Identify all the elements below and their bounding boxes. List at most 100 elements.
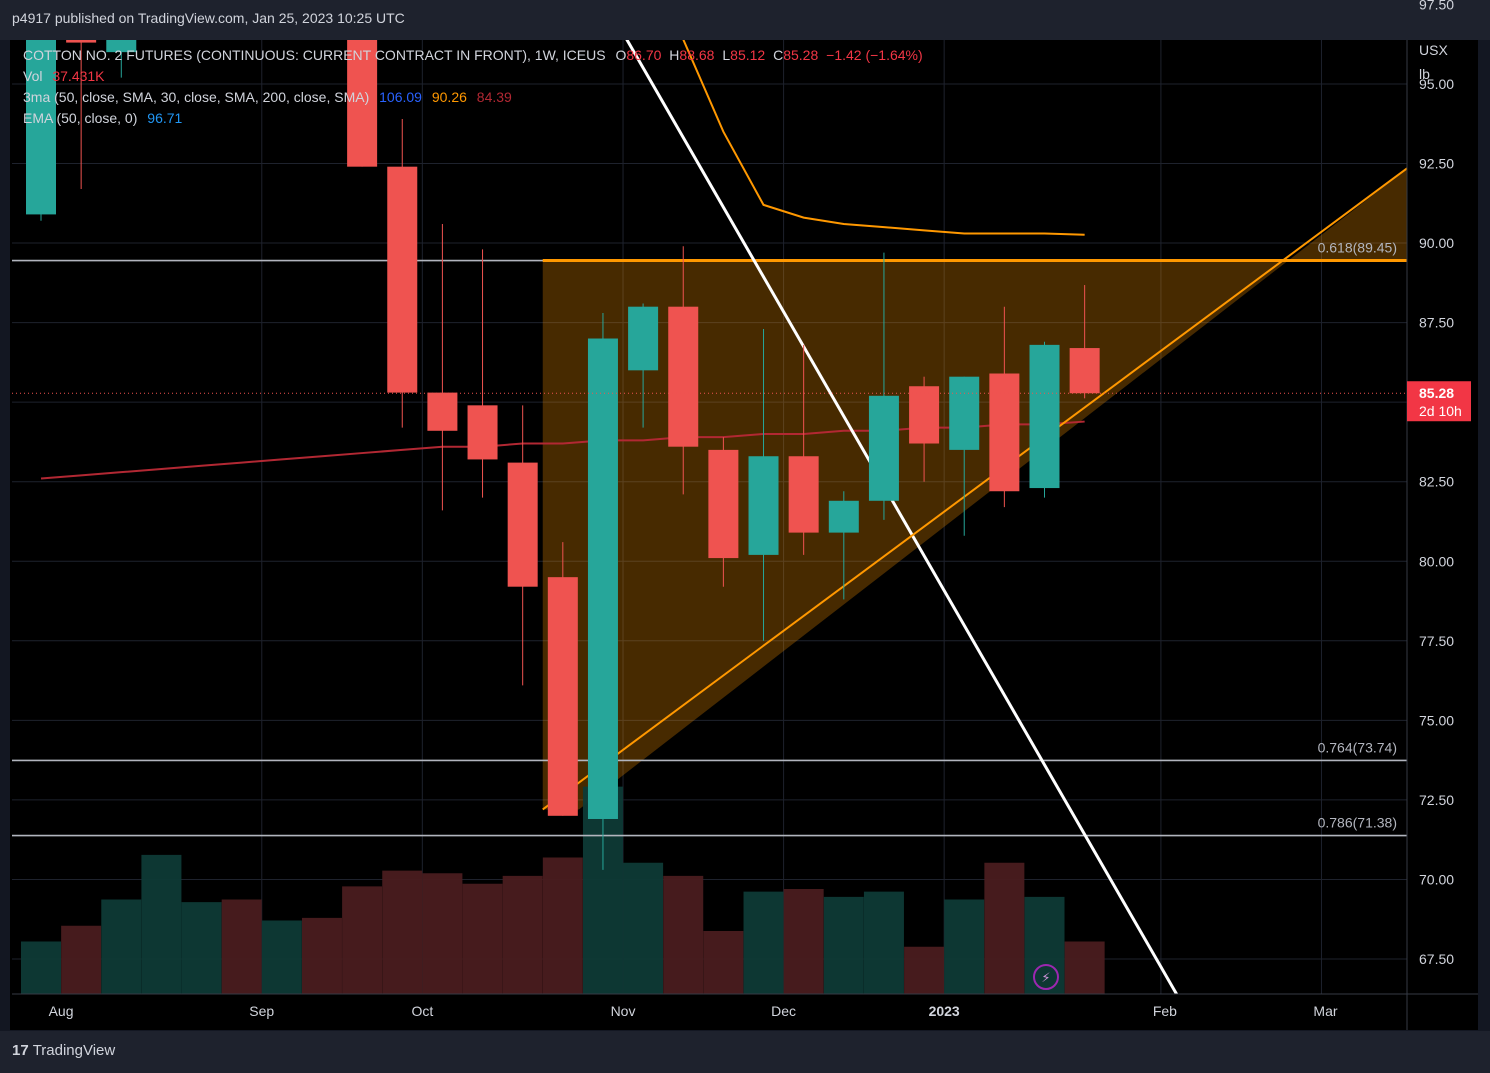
tradingview-brand: TradingView: [32, 1042, 116, 1059]
candle-body: [547, 577, 578, 816]
tradingview-logo[interactable]: 17 TradingView: [12, 1042, 115, 1059]
volume-bar: [1064, 941, 1105, 994]
time-tick-label: Feb: [1153, 1003, 1177, 1019]
legend-ema-row: EMA (50, close, 0) 96.71: [23, 108, 923, 129]
candle-body: [708, 449, 739, 559]
lightning-icon-glyph: ⚡: [1041, 970, 1050, 985]
time-tick-label: Aug: [49, 1003, 74, 1019]
candle-body: [868, 395, 899, 501]
legend-vol-row: Vol 37.431K: [23, 66, 923, 87]
volume-bar: [623, 862, 664, 994]
volume-bar: [863, 891, 904, 994]
time-tick-label: Nov: [611, 1003, 636, 1019]
last-price-badge: [1407, 381, 1471, 422]
volume-bar: [101, 899, 142, 994]
candle-body: [387, 166, 418, 393]
candle-body: [828, 500, 859, 533]
volume-bar: [502, 875, 543, 994]
price-tick-label: 82.50: [1419, 474, 1454, 490]
series-line: [41, 0, 1085, 30]
fib-level-label: 0.618(89.45): [1318, 240, 1397, 256]
volume-bar: [663, 875, 704, 994]
volume-bar: [743, 891, 784, 994]
volume-bar: [61, 925, 102, 994]
price-tick-label: 92.50: [1419, 156, 1454, 172]
price-tick-label: 90.00: [1419, 235, 1454, 251]
legend-ma50-value: 106.09: [379, 89, 422, 105]
candle-body: [909, 386, 940, 444]
legend-ma200-value: 84.39: [476, 89, 512, 105]
legend-ma-label: 3ma (50, close, SMA, 30, close, SMA, 200…: [23, 89, 370, 105]
price-tick-label: 95.00: [1419, 76, 1454, 92]
candle-body: [668, 306, 699, 447]
legend-open-value: 86.70: [626, 47, 662, 63]
price-tick-label: 97.50: [1419, 0, 1454, 12]
series-line: [682, 40, 1085, 236]
candle-body: [427, 392, 458, 431]
legend-change: −1.42 (−1.64%): [826, 47, 923, 63]
candle-body: [587, 338, 618, 819]
legend-ema-value: 96.71: [147, 110, 183, 126]
legend-symbol: COTTON NO. 2 FUTURES (CONTINUOUS: CURREN…: [23, 47, 606, 63]
candle-body: [788, 456, 819, 533]
volume-bar: [904, 946, 945, 994]
candle-body: [949, 376, 980, 450]
volume-bar: [261, 920, 302, 994]
price-tick-label: 87.50: [1419, 315, 1454, 331]
footer-bar: 17 TradingView: [0, 1031, 1490, 1073]
plot-area: [12, 0, 1407, 994]
candle-body: [748, 456, 779, 555]
price-tick-label: 70.00: [1419, 871, 1454, 887]
legend-ma-row: 3ma (50, close, SMA, 30, close, SMA, 200…: [23, 87, 923, 108]
legend-o-label: O: [615, 47, 627, 63]
volume-bar: [382, 870, 423, 994]
legend-ma30-value: 90.26: [431, 89, 467, 105]
publisher-info: p4917 published on TradingView.com, Jan …: [12, 10, 405, 26]
chart-frame[interactable]: [10, 40, 1478, 1030]
volume-bar: [783, 889, 824, 994]
price-tick-label: 67.50: [1419, 951, 1454, 967]
volume-bar: [141, 854, 182, 994]
time-tick-label: 2023: [929, 1003, 960, 1019]
price-tick-label: 77.50: [1419, 633, 1454, 649]
legend-vol-value: 37.431K: [52, 68, 105, 84]
downtrend-line: [625, 40, 1179, 994]
time-tick-label: Mar: [1313, 1003, 1337, 1019]
legend-close-value: 85.28: [783, 47, 819, 63]
uptrend-line: [542, 167, 1407, 811]
candle-body: [347, 40, 378, 167]
volume-bar: [542, 857, 583, 994]
legend-high-value: 88.68: [679, 47, 715, 63]
volume-bar: [462, 883, 503, 994]
currency-label[interactable]: USX: [1419, 42, 1448, 58]
volume-bar: [181, 902, 222, 994]
legend-low-value: 85.12: [730, 47, 766, 63]
legend-ema-label: EMA (50, close, 0): [23, 110, 138, 126]
candle-body: [989, 373, 1020, 492]
candle-body: [507, 462, 538, 587]
candle-body: [66, 40, 97, 43]
time-tick-label: Oct: [411, 1003, 433, 1019]
candle-body: [1029, 344, 1060, 489]
time-tick-label: Dec: [771, 1003, 796, 1019]
legend-l-label: L: [722, 47, 731, 63]
top-bar: p4917 published on TradingView.com, Jan …: [0, 0, 1490, 40]
legend-ohlc-row: COTTON NO. 2 FUTURES (CONTINUOUS: CURREN…: [23, 45, 923, 66]
candle-body: [26, 40, 56, 215]
unit-label[interactable]: lb: [1419, 66, 1430, 82]
candle-body: [1069, 348, 1100, 394]
volume-bar: [342, 886, 383, 994]
legend-vol-label: Vol: [23, 68, 43, 84]
candle-body: [628, 306, 659, 371]
last-price-label: 85.28: [1419, 385, 1454, 401]
volume-bar: [21, 941, 61, 994]
candle-body: [467, 405, 498, 460]
candlestick-chart[interactable]: 0.382(114.85)0.5(102.15)0.618(89.45)0.76…: [0, 0, 1490, 1031]
fib-level-label: 0.786(71.38): [1318, 815, 1397, 831]
tradingview-logo-icon: 17: [12, 1042, 29, 1059]
volume-bar: [984, 862, 1025, 994]
volume-bar: [944, 899, 985, 994]
bar-countdown-label: 2d 10h: [1419, 403, 1462, 419]
fib-level-label: 0.764(73.74): [1318, 739, 1397, 755]
volume-bar: [823, 896, 864, 994]
